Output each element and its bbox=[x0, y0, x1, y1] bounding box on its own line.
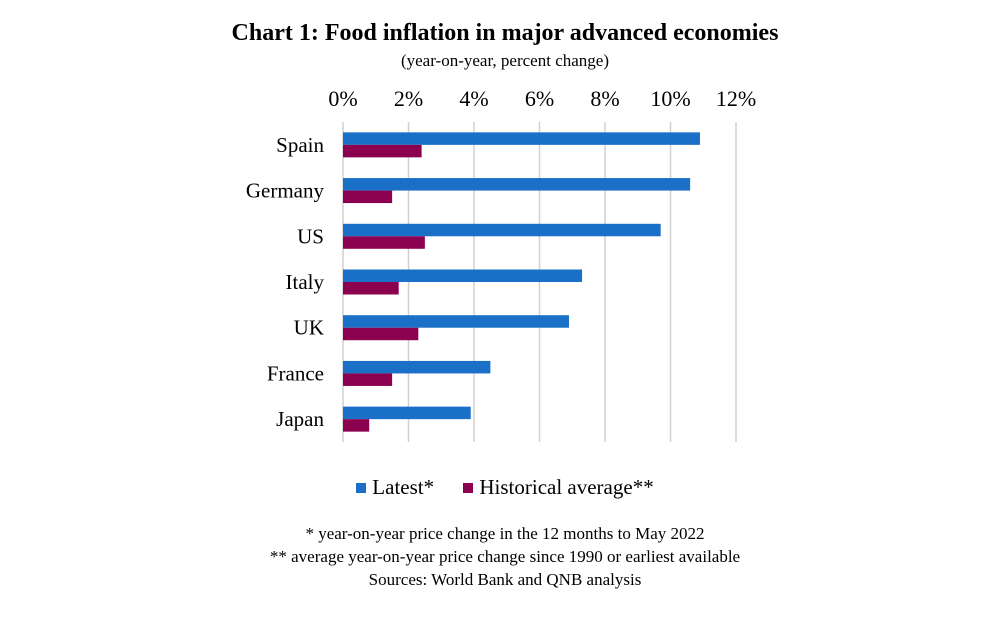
sources-note: Sources: World Bank and QNB analysis bbox=[368, 570, 642, 589]
bar-historical bbox=[343, 190, 393, 204]
bar-latest bbox=[343, 315, 569, 328]
bar-historical bbox=[343, 282, 399, 295]
footnote-latest: * year-on-year price change in the 12 mo… bbox=[305, 524, 705, 543]
bar-chart: 0% 2% 4% 6% 8% 10% 12% Spain Germany US Italy UK Fra… bbox=[246, 86, 756, 442]
legend-item-latest: Latest* bbox=[356, 475, 434, 500]
x-tick-label: 12% bbox=[716, 86, 756, 111]
legend: Latest* Historical average** bbox=[0, 475, 1000, 500]
bar-latest bbox=[343, 406, 471, 420]
bar-historical bbox=[343, 144, 422, 158]
category-label: France bbox=[267, 361, 324, 385]
x-tick-label: 6% bbox=[525, 86, 554, 111]
category-label: Italy bbox=[286, 270, 325, 294]
bar-latest bbox=[343, 360, 491, 374]
bar-latest bbox=[343, 178, 691, 191]
footnote-historical: ** average year-on-year price change sin… bbox=[269, 547, 741, 566]
legend-swatch-historical bbox=[463, 483, 474, 493]
legend-item-historical: Historical average** bbox=[463, 475, 654, 500]
bar-historical bbox=[343, 419, 370, 432]
category-label: UK bbox=[294, 316, 324, 340]
x-tick-label: 0% bbox=[328, 86, 357, 111]
bar-latest bbox=[343, 269, 583, 282]
chart-subtitle: (year-on-year, percent change) bbox=[400, 51, 610, 70]
category-label: US bbox=[297, 224, 324, 248]
bar-latest bbox=[343, 132, 700, 145]
legend-swatch-latest bbox=[356, 483, 367, 493]
x-tick-label: 4% bbox=[459, 86, 488, 111]
bar-historical bbox=[343, 327, 419, 341]
legend-label-latest: Latest* bbox=[372, 475, 435, 499]
chart-title: Chart 1: Food inflation in major advance… bbox=[231, 20, 779, 46]
bar-historical bbox=[343, 236, 425, 249]
category-label: Spain bbox=[276, 133, 324, 157]
x-tick-label: 2% bbox=[394, 86, 423, 111]
legend-label-historical: Historical average** bbox=[479, 475, 654, 499]
category-label: Germany bbox=[246, 179, 325, 203]
bar-historical bbox=[343, 373, 393, 386]
x-tick-label: 10% bbox=[650, 86, 690, 111]
footnotes: * year-on-year price change in the 12 mo… bbox=[0, 522, 1000, 591]
bar-latest bbox=[343, 223, 661, 237]
x-tick-label: 8% bbox=[590, 86, 619, 111]
category-label: Japan bbox=[276, 407, 324, 431]
